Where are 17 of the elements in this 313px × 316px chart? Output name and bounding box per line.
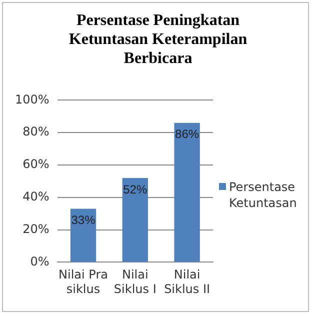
y-tick-label: 60% xyxy=(22,157,50,172)
y-tick-label: 100% xyxy=(14,92,50,106)
bar xyxy=(174,122,200,262)
y-tick-label: 80% xyxy=(22,124,50,139)
y-tick-label: 40% xyxy=(22,190,50,204)
data-label: 52% xyxy=(123,182,148,196)
x-tick-label: Nilai Siklus II xyxy=(164,268,210,296)
data-label: 33% xyxy=(71,213,96,228)
y-tick-label: 0% xyxy=(30,254,50,268)
bar xyxy=(70,208,96,262)
x-tick-label: Nilai Pra siklus xyxy=(58,268,108,296)
x-tick-label: Nilai Siklus I xyxy=(114,268,156,296)
legend-label: Persentase Ketuntasan xyxy=(229,179,298,211)
bar xyxy=(122,178,148,262)
chart-title: Persentase Peningkatan Ketuntasan Keterampilan Berbicara xyxy=(68,11,248,68)
y-tick-label: 20% xyxy=(22,222,50,236)
data-label: 86% xyxy=(175,127,200,142)
